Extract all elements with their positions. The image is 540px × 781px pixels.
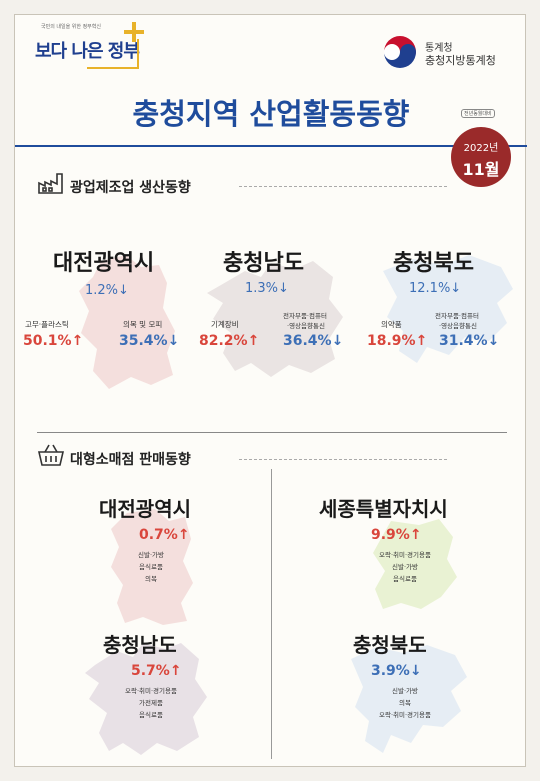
date-badge: 2022년 11월 bbox=[451, 127, 511, 187]
section-divider-retail bbox=[239, 459, 447, 460]
retail-item: 음식료품 bbox=[393, 575, 417, 583]
date-month: 11월 bbox=[462, 160, 500, 179]
up-label-chungnam: 기계장비 bbox=[211, 320, 239, 329]
retail-region-daejeon: 대전광역시 bbox=[99, 497, 191, 521]
down-value-daejeon: 35.4%↓ bbox=[119, 333, 180, 349]
retail-value-sejong: 9.9%↑ bbox=[371, 527, 422, 543]
retail-value-chungbuk: 3.9%↓ bbox=[371, 663, 422, 679]
chungbuk-retail-map-shape bbox=[351, 645, 467, 753]
retail-items-sejong: 오락·취미·경기용품 신발·가방 음식료품 bbox=[355, 549, 455, 585]
retail-item: 음식료품 bbox=[139, 563, 163, 571]
region-name-chungnam: 충청남도 bbox=[223, 251, 304, 276]
region-name-chungbuk: 충청북도 bbox=[393, 251, 474, 276]
up-label-chungbuk: 의약품 bbox=[381, 320, 402, 329]
agency-name-line1: 통계청 bbox=[425, 43, 453, 54]
retail-item: 신발·가방 bbox=[138, 551, 164, 559]
retail-item: 가전제품 bbox=[139, 699, 163, 707]
page-title: 충청지역 산업활동동향 bbox=[132, 97, 410, 131]
up-label-daejeon: 고무·플라스틱 bbox=[25, 320, 69, 329]
retail-region-sejong: 세종특별자치시 bbox=[319, 497, 448, 521]
retail-value-daejeon: 0.7%↑ bbox=[139, 527, 190, 543]
logo-bracket-decoration bbox=[87, 39, 139, 69]
retail-item: 신발·가방 bbox=[392, 563, 418, 571]
down-label-chungbuk-2: ·영상음향통신 bbox=[439, 322, 477, 330]
chungbuk-map-shape bbox=[383, 255, 513, 363]
daejeon-retail-map-shape bbox=[111, 509, 193, 625]
retail-items-chungbuk: 신발·가방 의복 오락·취미·경기용품 bbox=[355, 685, 455, 721]
production-total-chungnam: 1.3%↓ bbox=[245, 281, 289, 296]
section-title-production: 광업제조업 생산동향 bbox=[70, 180, 191, 196]
down-label-chungbuk-1: 전자부품·컴퓨터 bbox=[435, 312, 479, 320]
logo-tagline: 국민의 내일을 위한 정부혁신 bbox=[41, 24, 101, 30]
agency-name-line2: 충청지방통계청 bbox=[425, 54, 496, 67]
title-underline bbox=[15, 145, 527, 147]
up-value-chungnam: 82.2%↑ bbox=[199, 333, 260, 349]
production-total-chungbuk: 12.1%↓ bbox=[409, 281, 462, 296]
retail-items-chungnam: 오락·취미·경기용품 가전제품 음식료품 bbox=[101, 685, 201, 721]
region-name-daejeon: 대전광역시 bbox=[53, 251, 155, 276]
date-year: 2022년 bbox=[463, 143, 499, 154]
down-value-chungbuk: 31.4%↓ bbox=[439, 333, 500, 349]
retail-item: 의복 bbox=[145, 575, 157, 583]
chungnam-retail-map-shape bbox=[85, 643, 207, 755]
chungnam-map-shape bbox=[207, 261, 343, 377]
retail-region-chungbuk: 충청북도 bbox=[353, 633, 427, 657]
retail-item: 음식료품 bbox=[139, 711, 163, 719]
retail-item: 오락·취미·경기용품 bbox=[379, 711, 431, 719]
section-divider bbox=[239, 186, 447, 187]
retail-items-daejeon: 신발·가방 음식료품 의복 bbox=[111, 549, 191, 585]
korea-emblem-icon bbox=[384, 36, 416, 68]
report-frame: 국민의 내일을 위한 정부혁신 보다 나은 정부 통계청 충청지방통계청 충청지… bbox=[14, 14, 527, 767]
section-separator bbox=[37, 432, 507, 433]
retail-value-chungnam: 5.7%↑ bbox=[131, 663, 182, 679]
retail-item: 오락·취미·경기용품 bbox=[125, 687, 177, 695]
retail-item: 신발·가방 bbox=[392, 687, 418, 695]
factory-icon bbox=[38, 173, 63, 194]
retail-item: 의복 bbox=[399, 699, 411, 707]
up-value-daejeon: 50.1%↑ bbox=[23, 333, 84, 349]
section-title-retail: 대형소매점 판매동향 bbox=[70, 452, 191, 468]
vertical-divider bbox=[271, 469, 272, 759]
retail-region-chungnam: 충청남도 bbox=[103, 633, 177, 657]
up-value-chungbuk: 18.9%↑ bbox=[367, 333, 428, 349]
down-label-daejeon: 의복 및 모피 bbox=[123, 320, 163, 329]
sejong-map-shape bbox=[373, 519, 457, 609]
comparison-stamp: 전년동월대비 bbox=[461, 109, 495, 118]
plus-icon bbox=[124, 22, 144, 42]
daejeon-map-shape bbox=[79, 255, 175, 389]
shopping-basket-icon bbox=[37, 444, 65, 466]
government-logo: 보다 나은 정부 bbox=[35, 41, 140, 62]
down-value-chungnam: 36.4%↓ bbox=[283, 333, 344, 349]
down-label-chungnam-2: ·영상음향통신 bbox=[287, 322, 325, 330]
down-label-chungnam-1: 전자부품·컴퓨터 bbox=[283, 312, 327, 320]
production-total-daejeon: 1.2%↓ bbox=[85, 283, 129, 298]
retail-item: 오락·취미·경기용품 bbox=[379, 551, 431, 559]
